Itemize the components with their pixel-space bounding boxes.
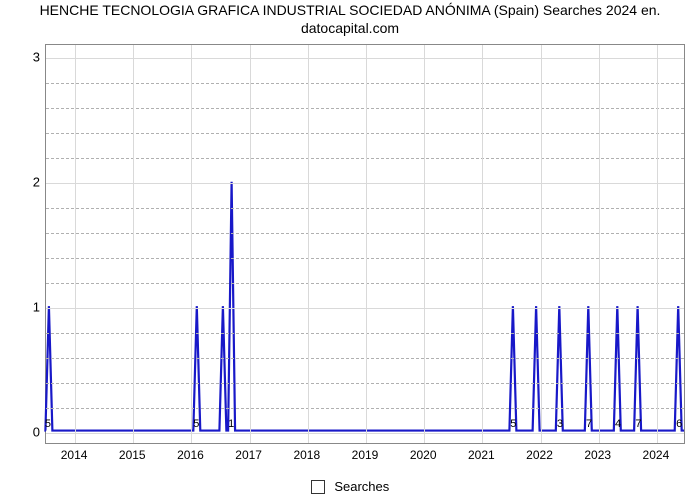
gridline-horizontal-minor (46, 333, 684, 334)
x-axis-tick-label: 2021 (468, 448, 495, 462)
gridline-horizontal (46, 433, 684, 434)
x-axis-tick-label: 2017 (235, 448, 262, 462)
y-axis-tick-label: 0 (10, 424, 40, 439)
data-point-label: 5 (45, 418, 51, 430)
data-point-label: 1 (228, 418, 234, 430)
data-point-label: 3 (557, 418, 563, 430)
gridline-vertical (250, 45, 251, 443)
x-axis-tick-label: 2019 (352, 448, 379, 462)
chart-title-line-2: datocapital.com (301, 20, 399, 36)
gridline-vertical (133, 45, 134, 443)
gridline-vertical (657, 45, 658, 443)
gridline-horizontal-minor (46, 283, 684, 284)
gridline-horizontal-minor (46, 158, 684, 159)
gridline-vertical (308, 45, 309, 443)
data-point-label: 5 (193, 418, 199, 430)
data-point-label: 4 (615, 418, 621, 430)
legend-swatch (311, 480, 325, 494)
gridline-horizontal-minor (46, 258, 684, 259)
gridline-vertical (366, 45, 367, 443)
gridline-vertical (424, 45, 425, 443)
data-point-label: 7 (635, 418, 641, 430)
legend: Searches (0, 478, 700, 494)
data-point-label: 5 (510, 418, 516, 430)
gridline-horizontal-minor (46, 233, 684, 234)
chart-title: HENCHE TECNOLOGIA GRAFICA INDUSTRIAL SOC… (0, 2, 700, 37)
x-axis-tick-label: 2015 (119, 448, 146, 462)
x-axis-tick-label: 2023 (584, 448, 611, 462)
plot-area (45, 44, 685, 444)
gridline-vertical (191, 45, 192, 443)
x-axis-tick-label: 2018 (293, 448, 320, 462)
chart-container: HENCHE TECNOLOGIA GRAFICA INDUSTRIAL SOC… (0, 0, 700, 500)
gridline-vertical (599, 45, 600, 443)
gridline-horizontal-minor (46, 83, 684, 84)
x-axis-tick-label: 2016 (177, 448, 204, 462)
gridline-horizontal-minor (46, 108, 684, 109)
data-point-label: 6 (676, 418, 682, 430)
gridline-horizontal-minor (46, 358, 684, 359)
gridline-horizontal-minor (46, 383, 684, 384)
y-axis-tick-label: 1 (10, 299, 40, 314)
gridline-horizontal-minor (46, 133, 684, 134)
data-point-label: 7 (586, 418, 592, 430)
gridline-vertical (541, 45, 542, 443)
gridline-horizontal (46, 308, 684, 309)
x-axis-tick-label: 2020 (410, 448, 437, 462)
gridline-vertical (482, 45, 483, 443)
gridline-horizontal (46, 58, 684, 59)
searches-polyline (45, 182, 684, 431)
gridline-horizontal (46, 183, 684, 184)
x-axis-tick-label: 2014 (61, 448, 88, 462)
chart-title-line-1: HENCHE TECNOLOGIA GRAFICA INDUSTRIAL SOC… (40, 2, 661, 18)
gridline-horizontal-minor (46, 208, 684, 209)
legend-label: Searches (334, 479, 389, 494)
y-axis-tick-label: 2 (10, 174, 40, 189)
gridline-horizontal-minor (46, 408, 684, 409)
x-axis-tick-label: 2024 (643, 448, 670, 462)
gridline-vertical (75, 45, 76, 443)
x-axis-tick-label: 2022 (526, 448, 553, 462)
y-axis-tick-label: 3 (10, 49, 40, 64)
